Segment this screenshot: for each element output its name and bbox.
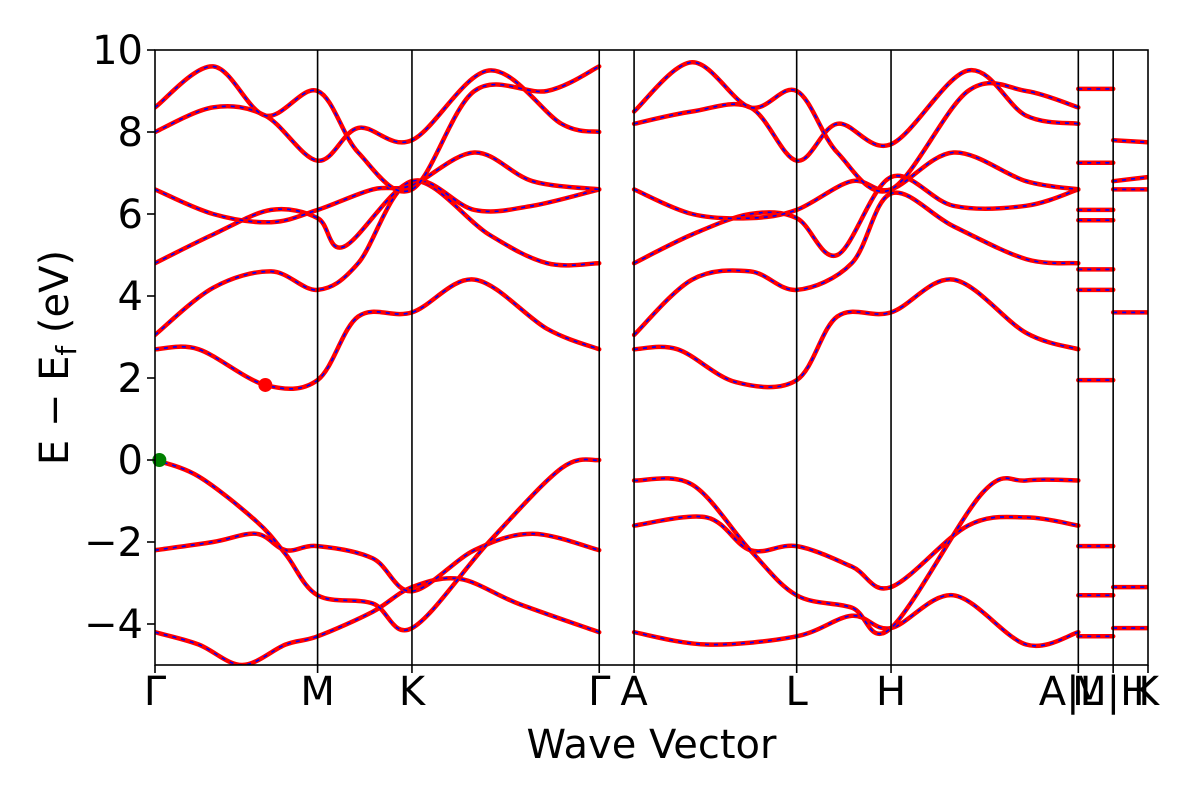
band-line-dashed — [155, 151, 600, 224]
band-line-dashed — [633, 594, 1079, 647]
extrema-markers — [152, 377, 273, 467]
x-tick-label: M — [300, 669, 335, 715]
band-line-dashed — [1113, 176, 1148, 182]
band-line-dashed — [155, 69, 600, 162]
high-symmetry-lines — [316, 50, 1114, 665]
band-line-dashed — [155, 180, 600, 336]
x-tick-label: Γ — [588, 669, 611, 715]
band-line — [155, 531, 602, 594]
x-tick-label: K — [399, 669, 427, 715]
band-line-dashed — [1113, 139, 1148, 144]
band-line-dashed — [633, 191, 1079, 336]
band-line-dashed — [633, 151, 1079, 220]
band-line-dashed — [155, 65, 600, 193]
band-line — [155, 457, 602, 633]
x-axis-ticks: Γ M K Γ A L H A|LM|HK — [144, 665, 1161, 715]
band-line — [631, 60, 1081, 194]
plot-frame — [154, 49, 1149, 666]
vbm-marker — [152, 453, 167, 467]
x-tick-label: K — [1133, 669, 1161, 715]
y-tick-label: 10 — [92, 28, 143, 74]
band-line-dashed — [633, 69, 1079, 162]
band-line — [155, 68, 602, 163]
x-axis-title: Wave Vector — [527, 722, 778, 768]
band-lines — [155, 60, 1148, 665]
y-tick-label: 0 — [118, 438, 143, 484]
band-line-dashed — [155, 278, 600, 390]
y-axis-ticks: −4 −2 0 2 4 6 8 10 — [84, 28, 155, 648]
band-line — [631, 173, 1081, 266]
x-tick-label: H — [876, 669, 906, 715]
x-tick-label: A — [620, 669, 648, 715]
y-axis-title: E − Ef (eV) — [32, 250, 83, 465]
band-line-dashed — [634, 278, 1079, 388]
y-tick-label: 6 — [118, 192, 143, 238]
band-line-dashed — [634, 515, 1079, 590]
band-line — [155, 277, 602, 391]
band-line-dashed — [634, 477, 1079, 635]
band-line — [631, 593, 1081, 649]
cbm-marker — [258, 377, 273, 392]
band-line — [155, 178, 602, 266]
y-axis-title-unit: (eV) — [32, 250, 78, 346]
band-line-dashed — [633, 61, 1079, 193]
band-line-dashed — [155, 179, 600, 264]
band-line — [631, 277, 1081, 390]
band-line-dashed — [155, 532, 600, 593]
x-tick-label: A|L — [1039, 669, 1103, 715]
band-line-dashed — [155, 577, 600, 665]
band-line — [631, 514, 1081, 591]
band-line — [631, 68, 1081, 163]
x-tick-label: Γ — [144, 669, 167, 715]
y-tick-label: 8 — [118, 110, 143, 156]
y-tick-label: −4 — [84, 602, 143, 648]
y-tick-label: 4 — [118, 274, 143, 320]
y-axis-title-subscript: f — [50, 345, 83, 356]
x-tick-label: M|H — [1072, 669, 1150, 715]
band-line-dashed — [633, 174, 1079, 264]
band-line — [631, 475, 1081, 637]
y-tick-label: 2 — [118, 356, 143, 402]
band-line — [155, 576, 602, 665]
y-tick-label: −2 — [84, 520, 143, 566]
x-tick-label: L — [786, 669, 809, 715]
y-axis-title-main: E − E — [32, 356, 78, 466]
band-line-dashed — [155, 458, 600, 631]
band-line — [155, 64, 602, 194]
